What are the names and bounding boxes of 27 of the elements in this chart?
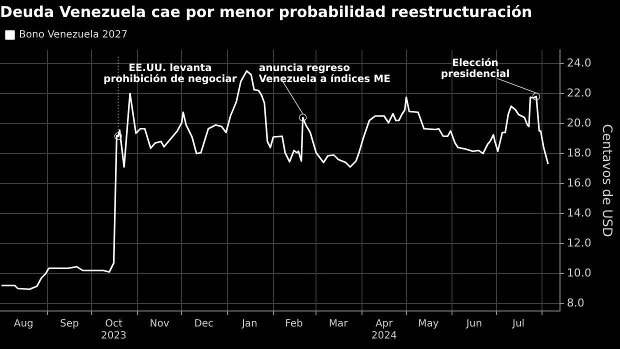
y-tick-label: 12.0 xyxy=(566,236,592,250)
x-tick-label: Nov xyxy=(150,318,170,330)
x-tick-label: Aug xyxy=(14,318,34,330)
y-axis-title: Centavos de USD xyxy=(598,124,614,238)
y-tick-label: 22.0 xyxy=(566,86,592,100)
y-tick-label: 8.0 xyxy=(566,296,584,310)
y-tick-label: 16.0 xyxy=(566,176,592,190)
x-tick-label: May xyxy=(418,318,439,330)
x-tick-label: Apr 2024 xyxy=(371,318,397,342)
y-tick-label: 10.0 xyxy=(566,266,592,280)
x-tick-label: Jan xyxy=(240,318,258,330)
chart-title: Deuda Venezuela cae por menor probabilidad reestructuración xyxy=(0,2,532,21)
y-tick-label: 20.0 xyxy=(566,116,592,130)
annotation: anuncia regreso Venezuela a índices ME xyxy=(258,63,391,86)
y-tick-label: 14.0 xyxy=(566,206,592,220)
annotation: EE.UU. levanta prohibición de negociar xyxy=(104,62,237,85)
legend-label: Bono Venezuela 2027 xyxy=(19,30,128,41)
annotation: Elección presidencial xyxy=(440,58,510,80)
x-tick-label: Mar xyxy=(328,318,349,330)
x-tick-label: Oct 2023 xyxy=(101,318,126,342)
y-tick-label: 24.0 xyxy=(566,56,592,70)
x-tick-label: Dec xyxy=(194,318,214,330)
x-tick-label: Sep xyxy=(60,318,79,330)
y-tick-label: 18.0 xyxy=(566,146,592,160)
x-tick-label: Jul xyxy=(512,318,525,330)
x-tick-label: Feb xyxy=(285,318,303,330)
x-tick-label: Jun xyxy=(465,318,482,330)
